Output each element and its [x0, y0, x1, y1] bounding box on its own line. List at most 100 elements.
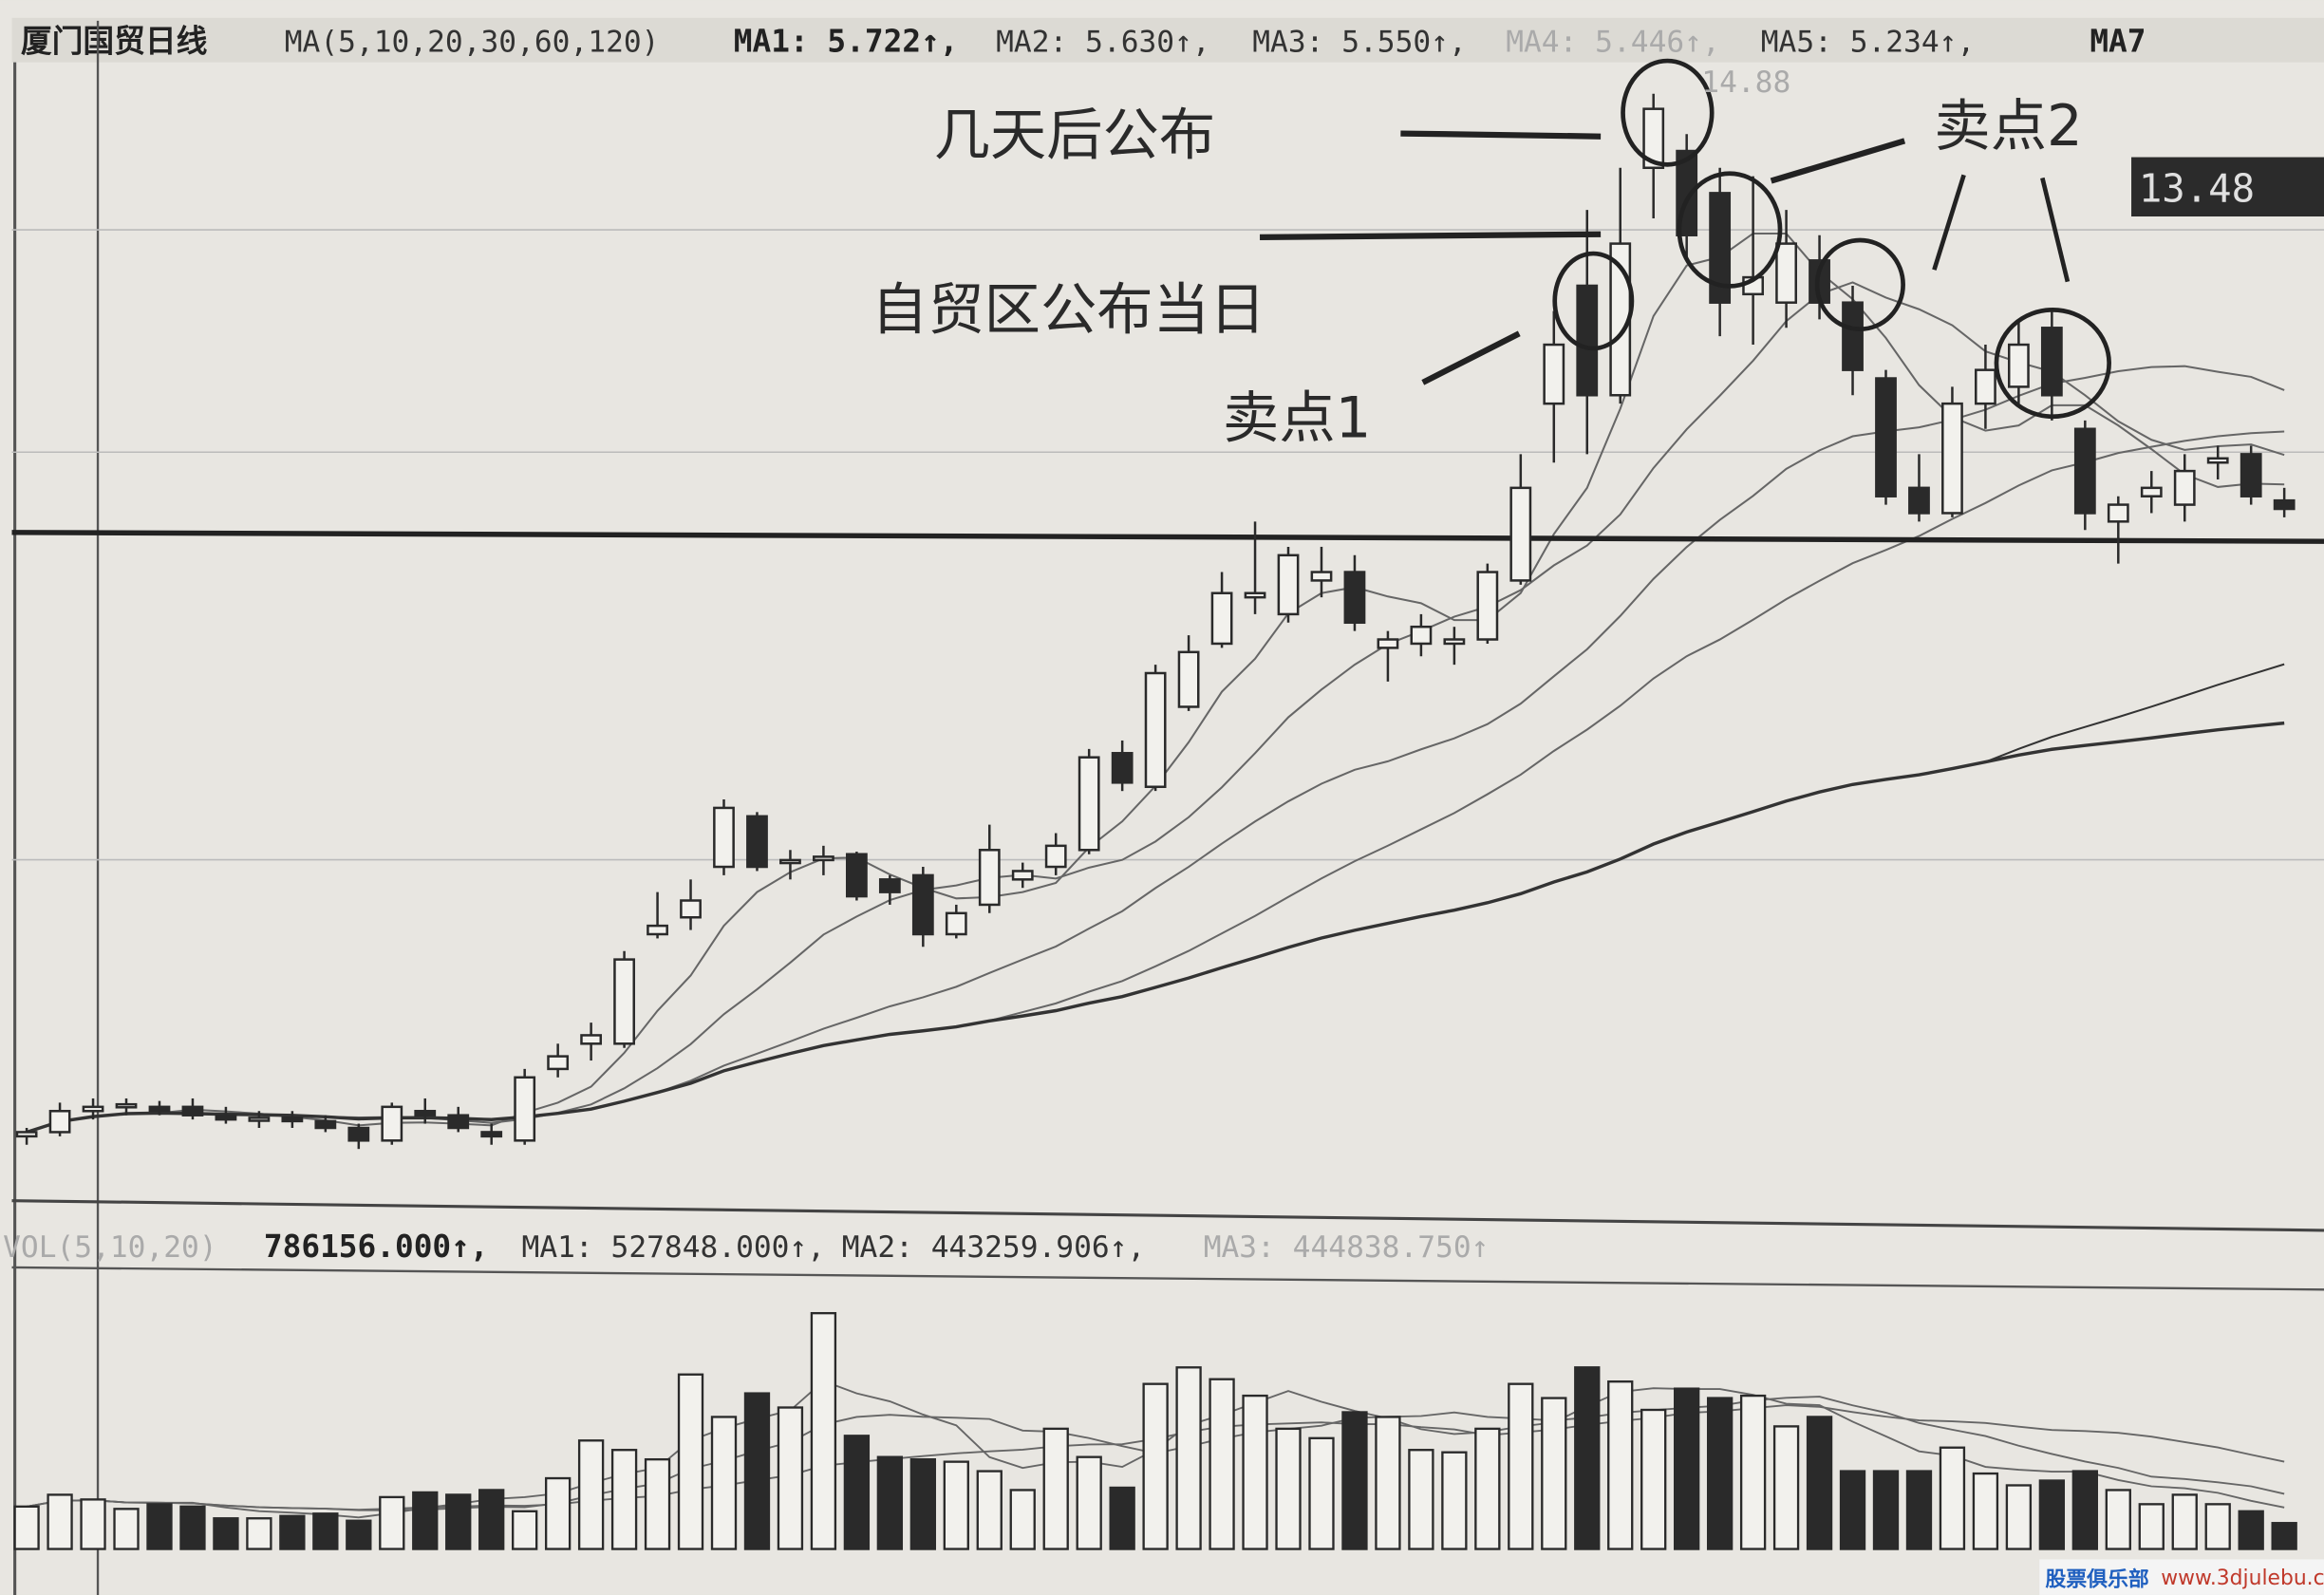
ma120-line — [26, 721, 2285, 1135]
volume-ma3: MA3: 444838.750↑ — [1204, 1230, 1490, 1265]
candle — [1210, 572, 1233, 648]
annotation-ftz-day: 自贸区公布当日 — [872, 277, 1265, 343]
price-tag-text: 13.48 — [2139, 165, 2255, 211]
candle-body-down — [148, 1105, 171, 1113]
candle-body-up — [1044, 844, 1067, 869]
ma6-label: MA7 — [2090, 24, 2146, 60]
candle — [911, 867, 934, 948]
volume-bar — [1872, 1470, 1900, 1550]
candle-body-up — [1642, 107, 1665, 170]
candle-body-down — [1875, 377, 1897, 497]
candle — [181, 1098, 204, 1120]
candle — [1975, 345, 1996, 429]
candle-body-up — [580, 1034, 603, 1045]
ma4-value: MA4: 5.446↑, — [1506, 26, 1720, 60]
volume-bar — [577, 1439, 605, 1550]
volume-bar — [1806, 1416, 1833, 1550]
candle — [978, 824, 1001, 913]
candle — [1842, 285, 1864, 396]
candle — [1078, 748, 1100, 854]
volume-bar — [1574, 1366, 1601, 1550]
candle-body-up — [514, 1076, 536, 1142]
candle — [2273, 487, 2296, 517]
volume-bar — [2071, 1470, 2098, 1550]
candle — [613, 950, 635, 1048]
candle-body-up — [115, 1102, 138, 1109]
price-pane-bottom — [11, 1199, 2324, 1232]
candle-body-up — [945, 911, 967, 936]
watermark-url: www.3djulebu.com — [2161, 1567, 2324, 1590]
candle-body-down — [2240, 453, 2262, 497]
candle — [1908, 454, 1930, 522]
candle — [779, 850, 801, 880]
candle-body-up — [15, 1131, 38, 1138]
volume-bar — [1674, 1387, 1700, 1550]
candle-body-up — [1011, 870, 1034, 881]
annotation-sell-point-1: 卖点1 — [1223, 385, 1371, 451]
candle-body-down — [281, 1116, 304, 1123]
circle-marker-sell2-a — [1814, 237, 1905, 331]
volume-bar — [743, 1392, 771, 1550]
volume-bar — [544, 1476, 572, 1550]
candle — [813, 845, 834, 875]
candle — [878, 874, 901, 905]
candle — [347, 1123, 370, 1150]
candle — [1144, 665, 1167, 792]
candle-body-up — [381, 1105, 403, 1142]
volume-bar — [512, 1510, 538, 1550]
ma5-value: MA5: 5.234↑, — [1761, 26, 1976, 60]
volume-bar — [1839, 1470, 1866, 1550]
candle-body-down — [480, 1131, 503, 1138]
candle-body-up — [1244, 591, 1266, 599]
volume-bar — [179, 1505, 206, 1550]
candle-body-up — [1177, 650, 1200, 708]
candle-body-up — [713, 806, 735, 869]
candle — [2240, 445, 2262, 505]
volume-value: 786156.000↑, — [264, 1229, 489, 1265]
candle — [1775, 210, 1797, 328]
candle — [580, 1023, 603, 1061]
candle-body-up — [2206, 457, 2229, 464]
candle — [1410, 613, 1433, 657]
circle-marker-sell2-b — [1994, 308, 2111, 420]
candle-body-up — [978, 849, 1001, 907]
candle — [281, 1111, 304, 1129]
annotation-sell-point-2: 卖点2 — [1934, 93, 2082, 159]
candle-body-up — [1377, 638, 1399, 649]
circle-marker-sell1 — [1677, 171, 1783, 289]
candle — [1377, 630, 1399, 682]
candle-body-down — [1842, 301, 1864, 371]
volume-bar — [2271, 1522, 2297, 1550]
candle-body-up — [248, 1116, 271, 1122]
candle — [1576, 210, 1599, 455]
volume-bar — [1905, 1470, 1933, 1550]
volume-bar — [1308, 1436, 1335, 1550]
candle-body-up — [2007, 343, 2030, 388]
volume-bar — [80, 1498, 106, 1550]
candle — [514, 1068, 536, 1145]
candle — [1277, 546, 1300, 623]
volume-bar — [1009, 1489, 1036, 1550]
candle — [1875, 369, 1897, 505]
volume-bar — [710, 1416, 738, 1550]
candle — [1044, 833, 1067, 875]
volume-bar — [644, 1457, 671, 1550]
price-tag — [2131, 157, 2324, 216]
candle — [713, 799, 735, 875]
candle — [1476, 563, 1499, 644]
candle — [2173, 454, 2196, 522]
volume-bar — [1275, 1427, 1302, 1550]
candle — [314, 1115, 337, 1133]
volume-ma1: MA1: 527848.000↑, — [522, 1230, 826, 1265]
candle-body-up — [1078, 756, 1100, 852]
chart-title: 厦门国贸日线 — [21, 24, 208, 60]
candle — [1011, 862, 1034, 889]
candle — [845, 852, 868, 901]
volume-ma2: MA2: 443259.906↑, — [842, 1230, 1146, 1265]
volume-bar — [246, 1517, 272, 1550]
volume-bar — [1076, 1455, 1102, 1550]
volume-bar — [1441, 1451, 1468, 1550]
candle — [2040, 310, 2063, 421]
